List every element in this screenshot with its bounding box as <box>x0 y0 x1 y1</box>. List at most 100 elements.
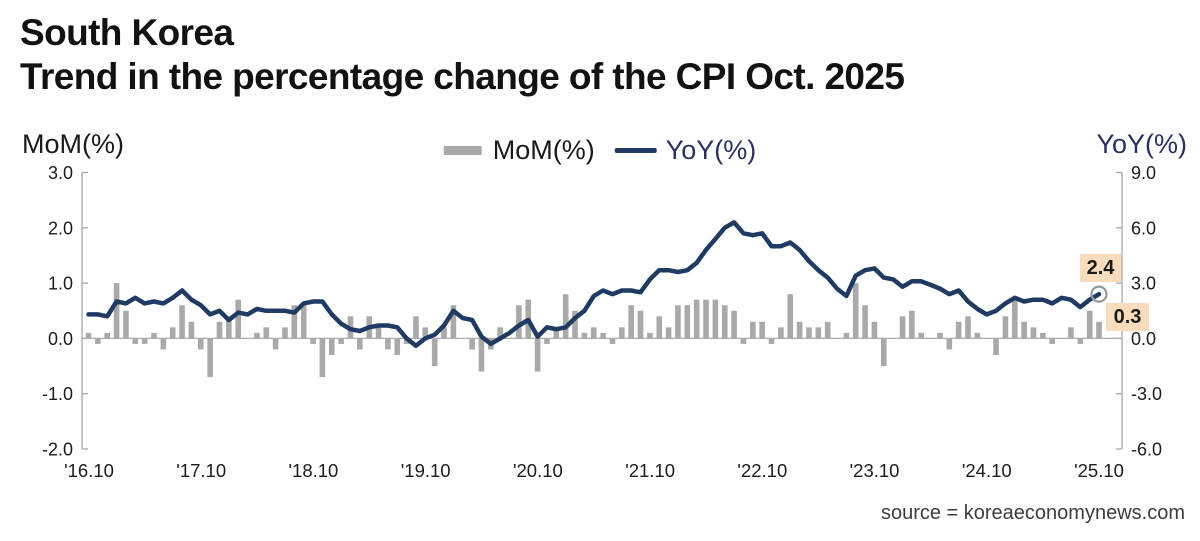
mom-bar <box>955 321 962 339</box>
x-axis-label: '17.10 <box>176 460 226 481</box>
left-axis-tick-label: 2.0 <box>48 218 73 238</box>
mom-bar <box>843 332 850 339</box>
mom-bar <box>609 338 616 344</box>
mom-bar <box>235 299 242 339</box>
mom-bar <box>909 310 915 339</box>
x-axis-label: '25.10 <box>1074 460 1124 481</box>
mom-bar <box>721 305 728 339</box>
mom-bar <box>197 338 204 350</box>
x-axis-label: '22.10 <box>737 460 787 481</box>
right-axis-tick-label: -6.0 <box>1131 440 1162 460</box>
mom-bar <box>871 321 878 339</box>
mom-bar <box>590 327 597 339</box>
mom-bar <box>1030 327 1037 339</box>
mom-bar <box>263 327 270 339</box>
mom-bar <box>890 338 896 339</box>
mom-bar <box>806 327 812 339</box>
x-axis-label: '16.10 <box>64 460 114 481</box>
mom-bar <box>1096 321 1102 339</box>
mom-bar <box>104 332 111 339</box>
mom-bar <box>357 338 363 350</box>
mom-bar <box>123 310 129 339</box>
mom-bar <box>85 332 92 339</box>
right-axis-tick-label: -3.0 <box>1131 384 1162 404</box>
mom-bar <box>881 338 887 367</box>
mom-bar <box>665 327 672 339</box>
mom-latest-annotation: 0.3 <box>1106 303 1149 331</box>
mom-bar <box>441 327 447 339</box>
mom-bar <box>291 305 298 339</box>
mom-bar <box>422 327 429 339</box>
mom-bar <box>656 316 663 339</box>
mom-bar <box>852 283 859 339</box>
mom-bar <box>1040 332 1046 339</box>
mom-bar <box>188 321 195 339</box>
mom-bar <box>647 332 653 339</box>
mom-bar <box>506 338 513 339</box>
right-axis-tick-label: 6.0 <box>1131 218 1156 238</box>
mom-bar <box>254 332 260 339</box>
mom-bar <box>497 327 503 339</box>
legend-bar-swatch-icon <box>443 146 482 155</box>
mom-bar <box>675 305 681 339</box>
right-axis-tick-label: 9.0 <box>1131 163 1156 183</box>
mom-bar <box>319 338 326 378</box>
mom-bar <box>478 338 485 372</box>
mom-bar <box>983 338 990 339</box>
mom-bar <box>684 305 691 339</box>
mom-bar <box>95 338 101 344</box>
mom-bar <box>993 338 999 355</box>
mom-bar <box>553 327 560 339</box>
x-axis-label: '19.10 <box>401 460 451 481</box>
left-axis-tick-label: -1.0 <box>42 384 73 404</box>
mom-bar <box>581 332 588 339</box>
mom-bar <box>300 305 307 339</box>
mom-bar <box>965 316 971 339</box>
yoy-latest-annotation: 2.4 <box>1080 254 1121 282</box>
mom-bar <box>544 338 550 344</box>
mom-bar <box>1021 321 1027 339</box>
mom-bar <box>778 327 784 339</box>
legend-line-swatch-icon <box>614 148 657 153</box>
mom-bar <box>160 338 167 350</box>
chart-title-line2: Trend in the percentage change of the CP… <box>20 56 905 97</box>
mom-bar <box>731 310 737 339</box>
x-axis-label: '21.10 <box>625 460 675 481</box>
right-axis-tick-label: 3.0 <box>1131 274 1156 294</box>
mom-bar <box>600 332 606 339</box>
mom-bar <box>1086 310 1093 339</box>
mom-bar <box>1058 338 1065 339</box>
mom-bar <box>272 338 279 350</box>
legend-label-yoy: YoY(%) <box>665 135 757 165</box>
mom-bar <box>1011 299 1018 339</box>
left-axis-tick-label: 0.0 <box>48 329 73 349</box>
mom-bar <box>151 332 157 339</box>
left-axis-tick-label: 3.0 <box>48 163 73 183</box>
legend-label-mom: MoM(%) <box>492 135 595 165</box>
x-axis-label: '18.10 <box>289 460 339 481</box>
mom-bar <box>469 338 475 350</box>
mom-bar <box>310 338 316 344</box>
mom-bar <box>572 310 578 339</box>
mom-bar <box>815 327 822 339</box>
mom-bar <box>375 327 382 339</box>
mom-bar <box>328 338 335 355</box>
mom-bar <box>946 338 953 350</box>
mom-bar <box>824 321 831 339</box>
mom-bar <box>787 294 794 339</box>
mom-bar <box>974 332 981 339</box>
mom-bar <box>450 305 457 339</box>
mom-bar <box>282 327 288 339</box>
mom-bar <box>1002 316 1009 339</box>
yoy-line <box>86 220 1102 349</box>
source-credit: source = koreaeconomynews.com <box>880 502 1185 524</box>
mom-bar <box>862 305 868 339</box>
mom-bar <box>1077 338 1084 344</box>
mom-bar <box>385 338 391 350</box>
x-axis-label: '20.10 <box>513 460 563 481</box>
latest-point-marker <box>1090 285 1108 303</box>
chart-legend: MoM(%) YoY(%) <box>443 135 757 166</box>
mom-bar <box>394 338 401 355</box>
mom-bar <box>562 294 569 339</box>
